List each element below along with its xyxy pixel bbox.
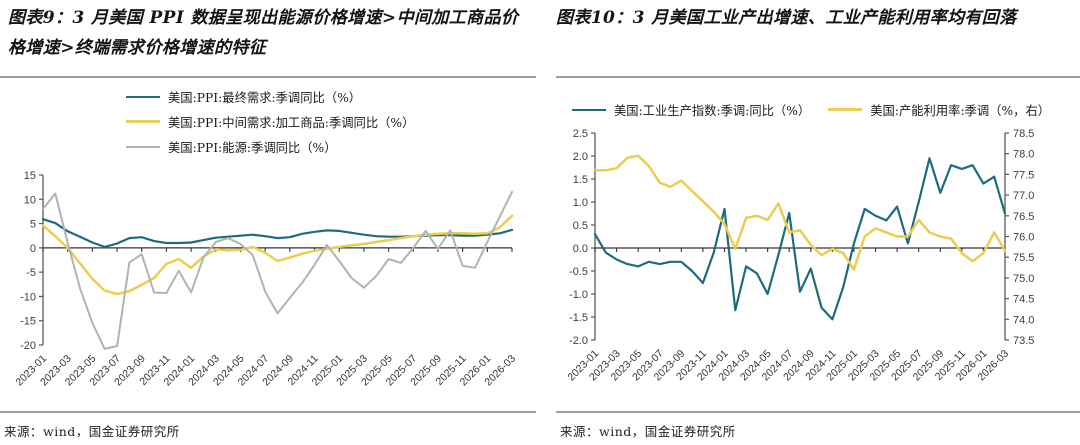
series-line-ppi-energy bbox=[42, 191, 513, 350]
figure9-source: 来源：wind，国金证券研究所 bbox=[4, 424, 180, 439]
figure9-chart: 15 10 5 0 -5 -10 -15 -202023-012023-032023-0520… bbox=[13, 170, 518, 389]
legend-swatch-ppi-intermediate-processed-goods bbox=[126, 120, 160, 123]
y-tick-labels-right: 78.5 78.0 77.5 77.0 76.5 76.0 75.5 75.0 74.5 74.0… bbox=[1013, 128, 1034, 347]
series-line-ppi-final-demand bbox=[41, 218, 514, 249]
y-tick-label-right: 75.5 bbox=[1013, 252, 1034, 264]
figure10-chart: 2.52.01.51.00.50.0-0.5-1.0-1.5-2.078.578… bbox=[565, 128, 1034, 384]
legend-swatch-industrial-production-index-yoy bbox=[571, 108, 606, 111]
legend-label-industrial-production-index-yoy: 美国:工业生产指数:季调:同比（%） bbox=[613, 103, 811, 118]
y-tick-label: 15 bbox=[24, 170, 36, 182]
y-tick-label-right: 78.5 bbox=[1013, 128, 1034, 140]
y-tick-label: 2.0 bbox=[573, 151, 588, 163]
y-tick-label-right: 75.0 bbox=[1013, 273, 1034, 285]
y-tick-label: 2.5 bbox=[573, 128, 588, 140]
legend-item-ppi-final-demand: 美国:PPI:最终需求:季调同比（%） bbox=[126, 88, 414, 105]
y-tick-label: 0.0 bbox=[573, 243, 588, 255]
legend-swatch-ppi-final-demand bbox=[126, 95, 160, 98]
y-tick-label-right: 73.5 bbox=[1013, 335, 1034, 347]
legend-item-capacity-utilization: 美国:产能利用率:季调（%，右） bbox=[828, 101, 1050, 118]
y-tick-label: -1.5 bbox=[569, 312, 588, 324]
figure10-panel: 图表10：3 月美国工业产出增速、工业产能利用率均有回落 美国:工业生产指数:季… bbox=[540, 0, 1080, 445]
y-tick-labels-left: 2.5 2.0 1.5 1.0 0.5 0.0 -0.5 -1.0 -1.5 -2.0 bbox=[569, 128, 588, 347]
y-tick-label: -0.5 bbox=[569, 266, 588, 278]
legend-swatch-capacity-utilization bbox=[828, 108, 863, 111]
y-tick-label: -1.0 bbox=[569, 289, 588, 301]
figure9-title: 图表9：3 月美国 PPI 数据呈现出能源价格增速>中间加工商品价格增速>终端需… bbox=[8, 8, 519, 58]
series-line-industrial-production-index-yoy bbox=[593, 157, 1007, 321]
y-tick-label: 0 bbox=[30, 243, 36, 255]
legend-label-ppi-final-demand: 美国:PPI:最终需求:季调同比（%） bbox=[168, 90, 362, 105]
x-tick-labels: 2023-012023-032023-052023-072023-092023-… bbox=[13, 353, 518, 389]
y-tick-label-right: 77.0 bbox=[1013, 190, 1034, 202]
y-tick-label-right: 76.0 bbox=[1013, 232, 1034, 244]
legend-label-capacity-utilization: 美国:产能利用率:季调（%，右） bbox=[870, 103, 1051, 118]
figure10-footer: 来源：wind，国金证券研究所 bbox=[556, 411, 1080, 440]
series-line-capacity-utilization bbox=[593, 154, 1007, 271]
x-tick-labels: 2023-012023-032023-052023-072023-092023-… bbox=[565, 348, 1011, 384]
legend-item-industrial-production-index-yoy: 美国:工业生产指数:季调:同比（%） bbox=[571, 101, 811, 118]
y-tick-label: -15 bbox=[20, 316, 36, 328]
figure9-title-divider bbox=[0, 76, 536, 78]
figure10-legend: 美国:工业生产指数:季调:同比（%） 美国:产能利用率:季调（%，右） bbox=[556, 101, 1066, 118]
y-tick-label: -2.0 bbox=[569, 335, 588, 347]
y-tick-label: 5 bbox=[30, 219, 36, 231]
y-tick-label-right: 74.0 bbox=[1013, 314, 1034, 326]
y-tick-label: -20 bbox=[20, 340, 36, 352]
legend-swatch-ppi-energy bbox=[126, 145, 160, 148]
y-tick-label-right: 78.0 bbox=[1013, 149, 1034, 161]
y-tick-label: 1.0 bbox=[573, 197, 588, 209]
series-line-ppi-intermediate-processed-goods bbox=[41, 214, 514, 296]
figure10-title-divider bbox=[556, 76, 1080, 78]
y-tick-label: -10 bbox=[20, 291, 36, 303]
figure10-title: 图表10：3 月美国工业产出增速、工业产能利用率均有回落 bbox=[556, 8, 1017, 28]
y-tick-labels-left: 15 10 5 0 -5 -10 -15 -20 bbox=[20, 170, 36, 352]
y-tick-label: -5 bbox=[26, 267, 36, 279]
legend-label-ppi-energy: 美国:PPI:能源:季调同比（%） bbox=[168, 140, 337, 155]
y-tick-label: 0.5 bbox=[573, 220, 588, 232]
y-tick-label-right: 77.5 bbox=[1013, 169, 1034, 181]
y-tick-label-right: 76.5 bbox=[1013, 211, 1034, 223]
figure10-source: 来源：wind，国金证券研究所 bbox=[560, 424, 736, 439]
figure9-panel: 图表9：3 月美国 PPI 数据呈现出能源价格增速>中间加工商品价格增速>终端需… bbox=[0, 8, 536, 440]
legend-item-ppi-intermediate-processed-goods: 美国:PPI:中间需求:加工商品:季调同比（%） bbox=[126, 113, 414, 130]
legend-item-ppi-energy: 美国:PPI:能源:季调同比（%） bbox=[126, 138, 414, 155]
figure9-legend: 美国:PPI:最终需求:季调同比（%） 美国:PPI:中间需求:加工商品:季调同比… bbox=[126, 88, 414, 163]
y-tick-label-right: 74.5 bbox=[1013, 294, 1034, 306]
y-tick-label: 1.5 bbox=[573, 174, 588, 186]
figure9-footer: 来源：wind，国金证券研究所 bbox=[0, 411, 536, 440]
legend-label-ppi-intermediate-processed-goods: 美国:PPI:中间需求:加工商品:季调同比（%） bbox=[168, 115, 415, 130]
y-tick-label: 10 bbox=[24, 194, 36, 206]
